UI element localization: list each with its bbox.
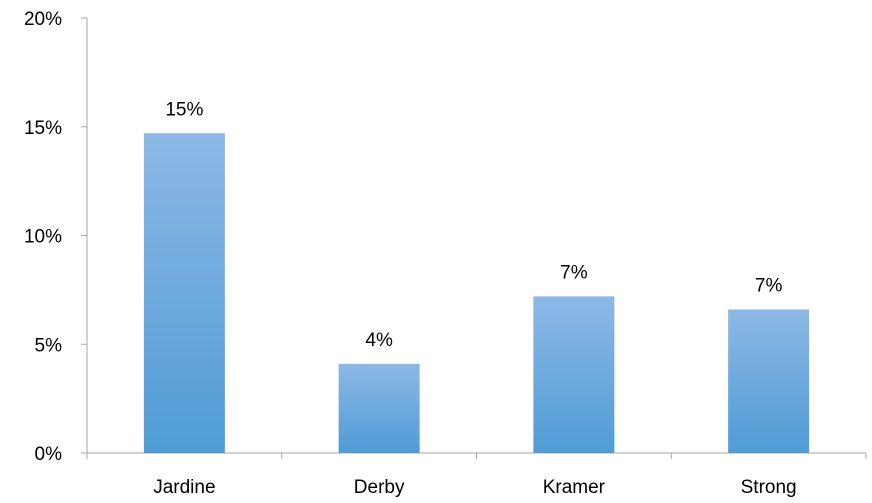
data-label-jardine: 15% (165, 99, 203, 120)
data-label-strong: 7% (755, 275, 783, 296)
bar-jardine (143, 133, 225, 453)
category-label-jardine: Jardine (153, 477, 215, 498)
y-tick-label: 5% (35, 335, 63, 356)
y-tick-label: 10% (24, 227, 62, 248)
category-label-strong: Strong (741, 477, 797, 498)
y-tick-label: 0% (35, 444, 63, 465)
bars (143, 133, 810, 453)
labels: 0% 5% 10% 15% 20% 15% Jardine 4% Derby 7% Kramer 7%… (24, 9, 797, 498)
y-tick-label: 15% (24, 118, 62, 139)
bar-derby (338, 363, 420, 453)
y-tick-label: 20% (24, 9, 62, 30)
bar-strong (728, 309, 810, 453)
bar-kramer (533, 296, 615, 453)
data-label-derby: 4% (365, 330, 393, 351)
category-label-kramer: Kramer (543, 477, 606, 498)
category-label-derby: Derby (354, 477, 405, 498)
data-label-kramer: 7% (560, 262, 588, 283)
